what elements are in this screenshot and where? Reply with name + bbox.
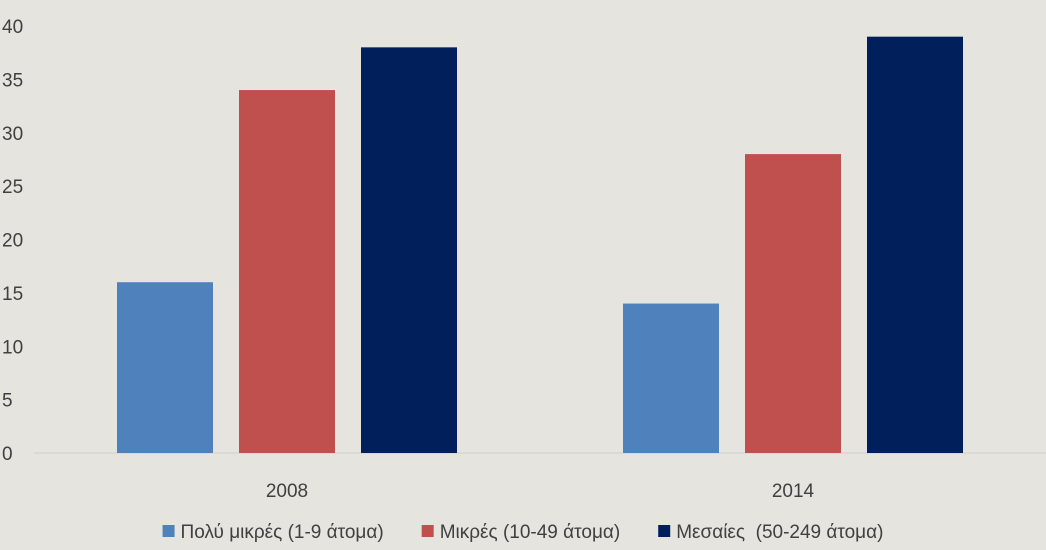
bar-2008-series-1	[117, 282, 213, 453]
x-axis: 2008 2014	[266, 481, 815, 502]
y-tick-label: 35	[2, 70, 23, 91]
bar-2008-series-2	[239, 90, 335, 454]
legend-swatch	[421, 525, 434, 537]
legend-item: Πολύ μικρές (1-9 άτομα)	[162, 522, 384, 543]
y-axis: 0 5 10 15 20 25 30 35 40	[2, 17, 23, 465]
legend-item: Μικρές (10-49 άτομα)	[421, 522, 621, 543]
y-tick-label: 0	[2, 444, 13, 465]
y-tick-label: 5	[2, 391, 13, 412]
legend-swatch	[658, 525, 671, 537]
y-tick-label: 20	[2, 231, 23, 252]
bar-2014-series-2	[745, 154, 841, 453]
y-tick-label: 40	[2, 17, 23, 38]
bar-2014-series-1	[623, 303, 719, 453]
legend-swatch	[162, 525, 175, 537]
legend-label: Μικρές (10-49 άτομα)	[440, 522, 621, 543]
bar-2008-series-3	[361, 47, 457, 453]
y-tick-label: 30	[2, 124, 23, 145]
legend-label: Πολύ μικρές (1-9 άτομα)	[181, 522, 384, 543]
y-tick-label: 10	[2, 337, 23, 358]
bars	[117, 36, 963, 454]
y-tick-label: 15	[2, 284, 23, 305]
legend: Πολύ μικρές (1-9 άτομα) Μικρές (10-49 άτο…	[162, 522, 883, 543]
x-tick-label: 2014	[772, 481, 815, 502]
bar-2014-series-3	[867, 36, 963, 454]
legend-item: Μεσαίες (50-249 άτομα)	[658, 522, 883, 543]
y-tick-label: 25	[2, 177, 23, 198]
x-tick-label: 2008	[266, 481, 308, 502]
legend-label: Μεσαίες (50-249 άτομα)	[676, 522, 883, 543]
